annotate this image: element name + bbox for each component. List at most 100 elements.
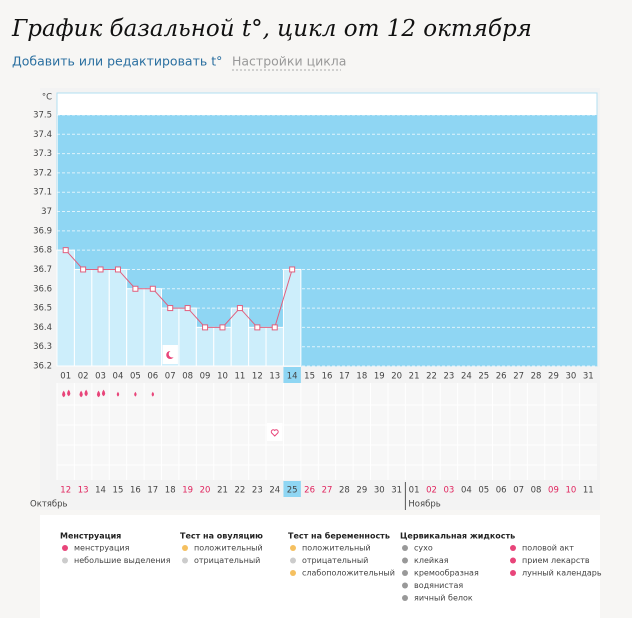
legend-title: Тест на беременность xyxy=(288,531,390,541)
day-column xyxy=(91,268,110,367)
legend-item: яичный белок xyxy=(414,594,473,603)
today-date-highlight xyxy=(283,481,301,497)
date-label: 15 xyxy=(113,486,124,496)
date-label: 03 xyxy=(444,486,455,496)
legend-title: Менструация xyxy=(60,532,121,541)
marks-area xyxy=(57,383,597,480)
y-tick-label: 37.1 xyxy=(33,188,52,198)
heart-icon xyxy=(270,429,279,437)
x-tick-label: 19 xyxy=(374,372,385,382)
legend-icon xyxy=(182,557,188,564)
legend-item: небольшие выделения xyxy=(74,556,171,565)
date-label: 04 xyxy=(461,486,472,496)
x-tick-label: 03 xyxy=(95,372,106,382)
date-label: 31 xyxy=(391,486,402,496)
date-label: 17 xyxy=(147,486,158,496)
date-label: 08 xyxy=(531,486,542,496)
legend-icon xyxy=(402,582,408,589)
icon-box xyxy=(267,423,283,441)
x-tick-label: 02 xyxy=(78,372,89,382)
drop-icon xyxy=(62,390,66,398)
temperature-point xyxy=(236,305,243,312)
y-tick-label: 36.5 xyxy=(33,304,52,314)
x-tick-label: 23 xyxy=(444,372,455,382)
legend-item: водянистая xyxy=(414,581,463,590)
x-tick-label: 24 xyxy=(461,372,472,382)
date-label: 25 xyxy=(287,486,298,496)
legend-icon xyxy=(402,545,408,551)
x-tick-label: 20 xyxy=(391,372,402,382)
legend-item: отрицательный xyxy=(302,556,368,565)
legend-icon xyxy=(182,545,188,551)
drop-icon xyxy=(101,389,106,397)
date-label: 02 xyxy=(426,486,437,496)
legend-icon xyxy=(62,557,68,564)
x-tick-label: 06 xyxy=(147,372,158,382)
legend-item: лунный календарь xyxy=(522,569,602,578)
y-tick-label: 37 xyxy=(41,207,52,217)
y-tick-label: 36.3 xyxy=(33,342,52,352)
date-label: 27 xyxy=(322,486,333,496)
legend-item: менструация xyxy=(74,544,130,553)
temperature-point xyxy=(254,324,261,331)
x-tick-label: 18 xyxy=(356,372,367,382)
x-tick-label: 09 xyxy=(200,372,211,382)
temperature-point xyxy=(80,266,87,273)
x-tick-label: 21 xyxy=(409,372,420,382)
x-tick-label: 08 xyxy=(182,372,193,382)
date-label: 07 xyxy=(513,486,524,496)
drop-icon xyxy=(84,389,88,397)
settings-link[interactable]: Настройки цикла xyxy=(232,54,346,69)
date-label: 30 xyxy=(374,486,385,496)
moon-cut xyxy=(168,350,176,358)
day-column xyxy=(213,326,232,367)
legend-item: отрицательный xyxy=(194,556,260,565)
temperature-point xyxy=(219,324,226,331)
x-tick-label: 27 xyxy=(513,372,524,382)
y-tick-label: 36.6 xyxy=(33,284,52,294)
day-column xyxy=(248,326,267,367)
y-tick-label: 36.4 xyxy=(33,323,52,333)
legend-icon xyxy=(290,545,296,551)
x-tick-label: 31 xyxy=(583,372,594,382)
x-tick-label: 16 xyxy=(322,372,333,382)
date-label: 11 xyxy=(583,486,594,496)
y-tick-label: 36.8 xyxy=(33,246,52,256)
x-tick-label: 07 xyxy=(165,372,176,382)
month-label: Ноябрь xyxy=(408,500,440,510)
legend-icon xyxy=(402,570,408,576)
date-label: 26 xyxy=(304,486,315,496)
y-tick-label: 37.5 xyxy=(33,111,52,121)
date-label: 29 xyxy=(356,486,367,496)
date-label: 12 xyxy=(60,486,71,496)
page-title: График базальной t°, цикл от 12 октября xyxy=(11,16,532,42)
edit-link[interactable]: Добавить или редактировать t° xyxy=(12,54,222,69)
drop-icon xyxy=(151,391,155,397)
drop-icon xyxy=(79,390,83,398)
x-tick-label: 29 xyxy=(548,372,559,382)
day-column xyxy=(195,326,215,367)
legend-item: положительный xyxy=(194,544,263,553)
date-label: 05 xyxy=(478,486,489,496)
date-label: 22 xyxy=(234,486,245,496)
x-tick-label: 05 xyxy=(130,372,141,382)
x-tick-label: 04 xyxy=(113,372,124,382)
legend-icon xyxy=(62,545,68,551)
legend-item: сухо xyxy=(414,544,433,553)
temperature-point xyxy=(97,266,104,273)
legend-title: Цервикальная жидкость xyxy=(400,532,515,541)
legend-item: половой акт xyxy=(522,544,574,553)
day-column xyxy=(143,288,163,367)
temperature-point xyxy=(114,266,121,273)
x-tick-label: 22 xyxy=(426,372,437,382)
x-tick-label: 13 xyxy=(269,372,280,382)
temperature-point xyxy=(132,285,139,292)
day-column xyxy=(73,268,93,367)
temperature-point xyxy=(149,285,156,292)
drop-icon xyxy=(96,390,101,398)
day-column xyxy=(265,326,284,367)
day-column xyxy=(108,268,128,367)
date-label: 19 xyxy=(182,486,193,496)
date-label: 14 xyxy=(95,486,106,496)
month-label: Октябрь xyxy=(30,500,68,510)
